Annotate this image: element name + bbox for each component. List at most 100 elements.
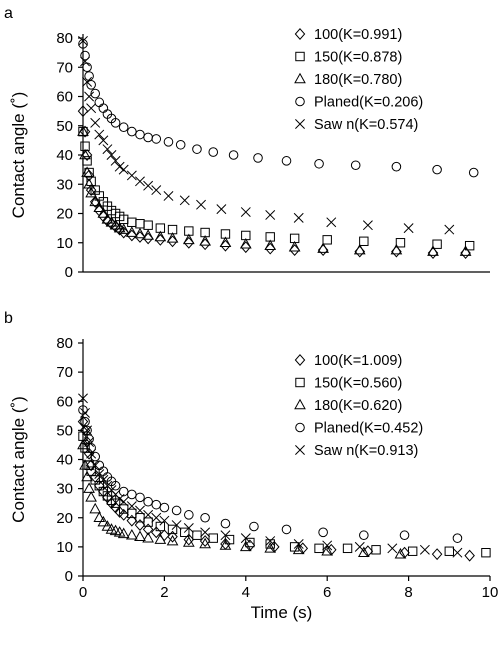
data-point-x — [118, 496, 129, 507]
data-point-triangle — [353, 243, 366, 255]
data-point-circle — [318, 527, 328, 538]
legend-label: 100(K=1.009) — [314, 353, 402, 369]
data-point-triangle — [142, 531, 154, 543]
data-point-triangle — [182, 536, 195, 547]
data-point-x — [94, 129, 105, 140]
data-point-triangle — [199, 235, 211, 246]
data-point-square — [110, 498, 121, 508]
x-tick-label: 4 — [242, 584, 250, 601]
data-point-x — [240, 207, 251, 217]
data-point-circle — [359, 530, 369, 541]
data-point-diamond — [81, 149, 93, 161]
data-point-diamond — [134, 230, 146, 243]
data-point-x — [220, 530, 231, 541]
data-point-x — [110, 155, 121, 166]
data-point-square — [143, 220, 153, 230]
data-point-square — [432, 239, 442, 249]
data-point-x — [354, 541, 365, 552]
data-point-x — [114, 161, 125, 172]
data-point-circle — [90, 88, 101, 99]
data-point-triangle — [97, 515, 110, 527]
data-point-x — [126, 501, 137, 512]
data-point-triangle — [83, 178, 95, 189]
data-point-diamond — [220, 239, 231, 252]
data-point-x — [200, 527, 211, 538]
data-point-triangle — [97, 207, 110, 218]
data-point-x — [143, 509, 154, 520]
data-point-triangle — [154, 533, 167, 544]
data-point-circle — [82, 62, 92, 73]
data-point-circle — [90, 451, 101, 462]
data-point-diamond — [289, 244, 300, 257]
y-tick-label: 30 — [56, 481, 73, 498]
data-point-diamond — [142, 523, 154, 536]
data-point-square — [359, 236, 369, 246]
data-point-diamond — [142, 232, 154, 245]
data-point-diamond — [183, 236, 195, 249]
data-point-circle — [452, 533, 463, 543]
data-point-circle — [135, 492, 145, 503]
data-point-triangle — [292, 543, 305, 555]
legend-label: 180(K=0.780) — [314, 72, 402, 88]
data-point-triangle — [79, 459, 91, 470]
data-point-diamond — [264, 242, 276, 255]
data-point-square — [192, 530, 202, 540]
data-point-diamond — [431, 548, 443, 561]
legend-marker-x — [295, 445, 305, 455]
data-point-circle — [118, 486, 129, 497]
data-point-circle — [249, 521, 259, 532]
data-point-x — [80, 407, 90, 418]
data-point-x — [126, 170, 137, 181]
data-point-triangle — [288, 240, 301, 252]
y-tick-label: 10 — [56, 539, 73, 556]
data-point-circle — [192, 144, 202, 154]
data-point-square — [407, 546, 418, 556]
data-point-x — [135, 505, 145, 516]
data-point-diamond — [167, 235, 178, 248]
data-point-circle — [94, 97, 105, 108]
data-point-square — [127, 508, 137, 519]
data-point-circle — [175, 139, 186, 150]
y-tick-label: 0 — [65, 568, 73, 585]
x-tick-label: 10 — [482, 584, 499, 601]
data-point-circle — [391, 161, 402, 172]
data-point-x — [78, 35, 88, 46]
data-point-x — [143, 180, 154, 191]
data-point-triangle — [459, 245, 472, 256]
data-point-circle — [127, 126, 137, 137]
data-point-triangle — [394, 547, 407, 559]
data-point-x — [118, 164, 129, 175]
data-point-diamond — [134, 519, 146, 531]
y-tick-label: 40 — [56, 147, 73, 164]
data-point-triangle — [85, 186, 97, 198]
data-point-square — [135, 219, 145, 229]
data-point-circle — [135, 129, 145, 140]
data-point-triangle — [101, 520, 114, 531]
data-point-circle — [200, 512, 210, 523]
data-point-square — [127, 217, 137, 227]
panel-letter: a — [4, 5, 13, 22]
data-point-circle — [110, 118, 121, 128]
data-point-square — [342, 543, 353, 554]
data-point-x — [452, 547, 463, 558]
data-point-diamond — [464, 549, 475, 562]
data-point-x — [102, 144, 113, 155]
data-point-x — [216, 204, 227, 215]
data-point-circle — [80, 50, 90, 61]
data-point-x — [82, 76, 93, 87]
data-point-square — [167, 524, 178, 535]
legend-label: 150(K=0.878) — [314, 50, 402, 66]
data-point-circle — [110, 480, 121, 491]
legend-label: Saw n(K=0.574) — [314, 117, 418, 133]
data-point-x — [265, 536, 276, 547]
legend-marker-circle — [295, 422, 305, 433]
data-point-square — [481, 548, 491, 558]
legend-label: 100(K=0.991) — [314, 27, 402, 43]
legend-label: 150(K=0.560) — [314, 376, 402, 392]
data-point-x — [98, 135, 109, 146]
data-point-triangle — [357, 546, 370, 557]
data-point-triangle — [109, 218, 122, 230]
data-point-x — [265, 210, 276, 220]
data-point-diamond — [199, 535, 211, 548]
data-point-circle — [143, 132, 153, 143]
